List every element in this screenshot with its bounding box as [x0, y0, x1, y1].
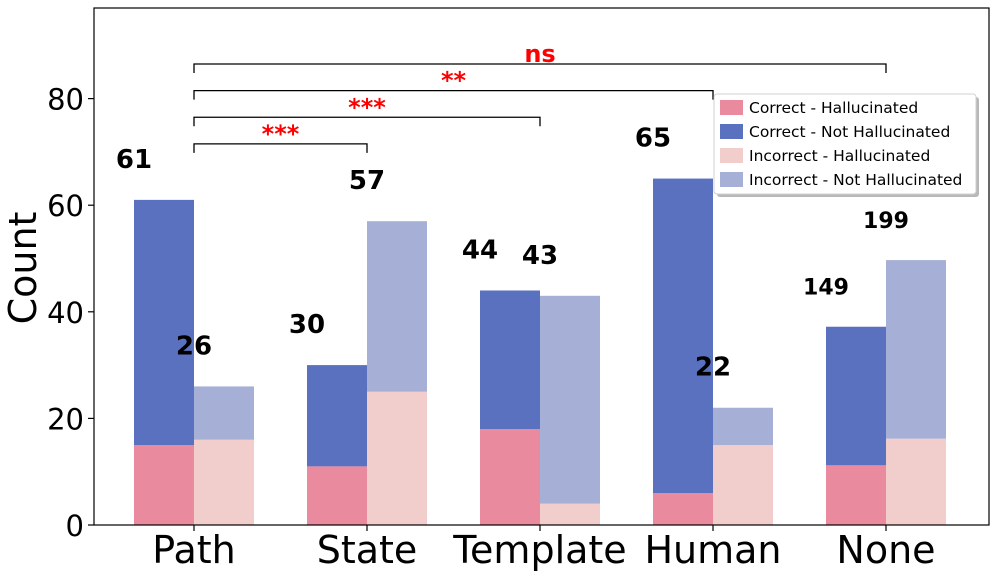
bar-human-correct-not-hallucinated: [653, 178, 713, 494]
significance-bracket-path-template: [193, 116, 541, 127]
y-tick-label: 60: [47, 189, 84, 223]
plot-frame: [93, 7, 990, 526]
bars-layer: [134, 178, 946, 525]
significance-label-path-state: ***: [262, 120, 300, 148]
bar-none-correct-not-hallucinated: [826, 326, 886, 466]
bar-none-incorrect-not-hallucinated: [886, 260, 946, 439]
legend-label: Incorrect - Hallucinated: [749, 147, 930, 165]
bar-none-correct-hallucinated: [826, 465, 886, 525]
data-label-human-correct: 65: [635, 124, 671, 154]
significance-label-path-none: ns: [524, 40, 555, 68]
data-label-template-incorrect: 43: [522, 241, 558, 271]
bar-path-correct-not-hallucinated: [134, 199, 194, 446]
bar-human-incorrect-not-hallucinated: [713, 407, 773, 446]
bar-path-incorrect-hallucinated: [194, 439, 254, 525]
data-label-none-correct: 149: [803, 276, 849, 301]
legend: Correct - Hallucinated Correct - Not Hall…: [713, 93, 979, 197]
bar-path-incorrect-not-hallucinated: [194, 386, 254, 440]
bar-state-incorrect-hallucinated: [367, 391, 427, 525]
y-tick-label: 20: [47, 402, 84, 436]
legend-box: [713, 93, 977, 195]
bar-template-correct-not-hallucinated: [480, 290, 540, 430]
data-label-path-incorrect: 26: [176, 331, 212, 361]
data-label-state-incorrect: 57: [349, 166, 385, 196]
y-tick-label: 40: [47, 296, 84, 330]
x-tick-label-path: Path: [152, 528, 235, 572]
significance-label-path-human: **: [441, 67, 467, 95]
bar-state-correct-not-hallucinated: [307, 365, 367, 467]
bar-template-correct-hallucinated: [480, 429, 540, 525]
x-tick-label-template: Template: [452, 528, 626, 572]
data-label-human-incorrect: 22: [695, 353, 731, 383]
x-tick-label-none: None: [836, 528, 935, 572]
x-tick-label-human: Human: [644, 528, 781, 572]
significance-brackets: ********ns: [193, 40, 887, 153]
y-axis-label: Count: [1, 212, 45, 325]
significance-label-path-template: ***: [348, 93, 386, 121]
bar-labels-layer: 61 26 30 57 44 43 65 22 149 199: [116, 124, 909, 383]
legend-swatch: [720, 124, 743, 139]
bar-template-incorrect-hallucinated: [540, 503, 600, 525]
bar-human-incorrect-hallucinated: [713, 445, 773, 525]
significance-bracket-path-human: [193, 89, 714, 100]
significance-bracket-path-state: [193, 143, 368, 153]
bar-path-correct-hallucinated: [134, 445, 194, 525]
legend-swatch: [720, 148, 743, 163]
legend-label: Correct - Hallucinated: [749, 99, 918, 117]
data-label-path-correct: 61: [116, 145, 152, 175]
x-tick-label-state: State: [317, 528, 418, 572]
legend-label: Incorrect - Not Hallucinated: [749, 171, 962, 189]
legend-swatch: [720, 172, 743, 187]
legend-label: Correct - Not Hallucinated: [749, 123, 950, 141]
bar-template-incorrect-not-hallucinated: [540, 295, 600, 504]
bar-state-incorrect-not-hallucinated: [367, 221, 427, 392]
data-label-state-correct: 30: [289, 310, 325, 340]
significance-bracket-path-none: [193, 63, 887, 73]
y-tick-label: 80: [47, 83, 84, 117]
axes-layer: Path State Template Human None 0 20 40 60 80: [47, 83, 935, 572]
data-label-template-correct: 44: [462, 235, 498, 265]
legend-swatch: [720, 100, 743, 115]
bar-human-correct-hallucinated: [653, 493, 713, 525]
y-tick-label: 0: [66, 509, 84, 543]
bar-none-incorrect-hallucinated: [886, 438, 946, 525]
data-label-none-incorrect: 199: [863, 209, 909, 234]
bar-state-correct-hallucinated: [307, 466, 367, 525]
